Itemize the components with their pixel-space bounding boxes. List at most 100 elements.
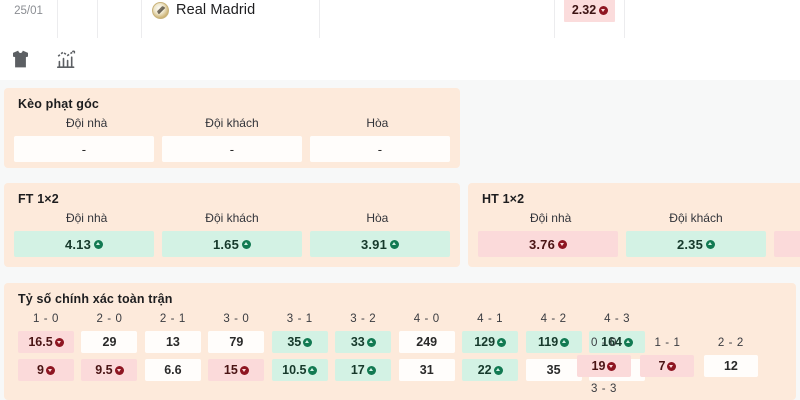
arrow-up-icon	[366, 365, 376, 375]
corners-value-draw-text: -	[377, 141, 383, 157]
ft-value-home[interactable]: 4.13	[14, 231, 154, 257]
arrow-up-icon	[94, 239, 104, 249]
ht-value-row: 3.76 2.35	[468, 225, 800, 267]
score-cell-value: 12	[723, 359, 738, 373]
arrow-down-icon	[114, 365, 124, 375]
arrow-down-icon	[607, 361, 617, 371]
score-label: 3 - 1	[286, 313, 313, 325]
arrow-up-icon	[303, 337, 313, 347]
corners-panel-title: Kèo phạt góc	[18, 97, 99, 111]
score-cell-value: 79	[229, 335, 244, 349]
score-column-3-0: 3 - 0 79 15	[208, 313, 265, 387]
corners-value-home[interactable]: -	[14, 136, 154, 162]
fixture-odds-cell[interactable]: 2.32	[555, 0, 625, 38]
score-cell-value: 15	[223, 363, 238, 377]
arrow-up-icon	[560, 337, 570, 347]
corners-value-home-text: -	[81, 141, 87, 157]
corners-value-draw[interactable]: -	[310, 136, 450, 162]
score-cell-value: 13	[165, 335, 180, 349]
score-cell[interactable]: 7	[640, 355, 695, 377]
score-cell-value: 119	[538, 335, 559, 349]
score-cell[interactable]: 29	[81, 331, 138, 353]
score-column-3-3: 3 - 3 47	[577, 383, 631, 400]
score-cell[interactable]: 129	[462, 331, 519, 353]
score-cell[interactable]: 6.6	[144, 359, 201, 381]
ht-value-home[interactable]: 3.76	[478, 231, 618, 257]
score-cell[interactable]: 12	[703, 355, 758, 377]
score-cell[interactable]: 15	[208, 359, 265, 381]
fixture-column-7	[625, 0, 800, 38]
corners-value-away[interactable]: -	[162, 136, 302, 162]
score-cell[interactable]: 35	[525, 359, 582, 381]
score-cell-value: 31	[419, 363, 434, 377]
ht-value-away-text: 2.35	[676, 236, 704, 252]
ht-value-draw[interactable]	[774, 231, 800, 257]
fixture-table-row[interactable]: 25/01 Real Madrid 2.32	[0, 0, 800, 39]
arrow-down-icon	[558, 239, 568, 249]
correct-score-panel: Tỷ số chính xác toàn trận 1 - 0 16.5 9 2…	[4, 283, 796, 400]
ht-1x2-panel: HT 1×2 Đội nhà Đội khách 3.76 2.35	[468, 183, 800, 267]
score-cell[interactable]: 35	[271, 331, 328, 353]
score-label: 4 - 3	[604, 313, 631, 325]
score-cell[interactable]: 22	[462, 359, 519, 381]
corners-header-away: Đội khách	[205, 116, 259, 130]
fixture-date: 25/01	[14, 5, 43, 17]
corners-column-headers: Đội nhà Đội khách Hòa	[4, 111, 460, 130]
score-label: 4 - 1	[477, 313, 504, 325]
arrow-down-icon	[54, 337, 64, 347]
score-label: 2 - 1	[159, 313, 186, 325]
score-cell[interactable]: 10.5	[271, 359, 328, 381]
ft-value-draw-text: 3.91	[360, 236, 388, 252]
arrow-up-icon	[497, 337, 507, 347]
score-cell[interactable]: 33	[335, 331, 392, 353]
ft-value-away[interactable]: 1.65	[162, 231, 302, 257]
ht-value-away[interactable]: 2.35	[626, 231, 766, 257]
ht-header-away: Đội khách	[669, 211, 723, 225]
score-cell[interactable]: 16.5	[18, 331, 74, 353]
score-cell[interactable]: 79	[208, 331, 265, 353]
fixture-column-5	[320, 0, 555, 38]
score-label: 2 - 0	[96, 313, 123, 325]
odds-chip[interactable]: 2.32	[563, 0, 616, 22]
score-column-4-1: 4 - 1 129 22	[462, 313, 519, 387]
arrow-up-icon	[493, 365, 503, 375]
corners-value-row: - - -	[4, 130, 460, 172]
score-cell-value: 10.5	[282, 363, 307, 377]
ft-value-home-text: 4.13	[64, 236, 92, 252]
arrow-up-icon	[624, 337, 633, 347]
fixture-team-cell[interactable]: Real Madrid	[142, 0, 320, 38]
score-cell-value: 164	[601, 335, 622, 349]
score-cell-value: 35	[546, 363, 561, 377]
bar-chart-icon[interactable]	[55, 48, 77, 70]
corners-panel: Kèo phạt góc Đội nhà Đội khách Hòa - - -	[4, 88, 460, 168]
correct-score-right-group: 0 - 0 19 1 - 1 7 2 - 2 12 3	[577, 337, 796, 400]
score-cell[interactable]: 9.5	[81, 359, 138, 381]
score-column-1-0: 1 - 0 16.5 9	[18, 313, 74, 387]
score-cell-value: 6.6	[164, 363, 182, 377]
jersey-icon[interactable]	[9, 48, 31, 70]
score-cell[interactable]: 17	[335, 359, 392, 381]
score-cell[interactable]: 31	[398, 359, 455, 381]
score-cell-value: 35	[287, 335, 302, 349]
score-cell[interactable]: 19	[577, 355, 631, 377]
score-cell-value: 33	[350, 335, 365, 349]
score-cell[interactable]: 164	[589, 331, 646, 353]
score-cell[interactable]: 9	[18, 359, 74, 381]
score-label: 4 - 2	[540, 313, 567, 325]
score-cell[interactable]: 13	[144, 331, 201, 353]
score-column-4-2: 4 - 2 119 35	[525, 313, 582, 387]
arrow-down-icon	[667, 361, 677, 371]
arrow-up-icon	[242, 239, 252, 249]
ft-value-row: 4.13 1.65 3.91	[4, 225, 460, 267]
ft-header-home: Đội nhà	[65, 211, 108, 225]
score-column-2-2: 2 - 2 12	[703, 337, 758, 383]
score-cell[interactable]: 119	[525, 331, 582, 353]
arrow-down-icon	[239, 365, 249, 375]
ft-header-draw: Hòa	[366, 211, 389, 225]
ft-value-draw[interactable]: 3.91	[310, 231, 450, 257]
score-cell-value: 19	[591, 359, 606, 373]
score-label: 3 - 0	[223, 313, 250, 325]
score-cell[interactable]: 249	[398, 331, 455, 353]
correct-score-left-group: 1 - 0 16.5 9 2 - 0 29 9.5	[18, 313, 648, 387]
